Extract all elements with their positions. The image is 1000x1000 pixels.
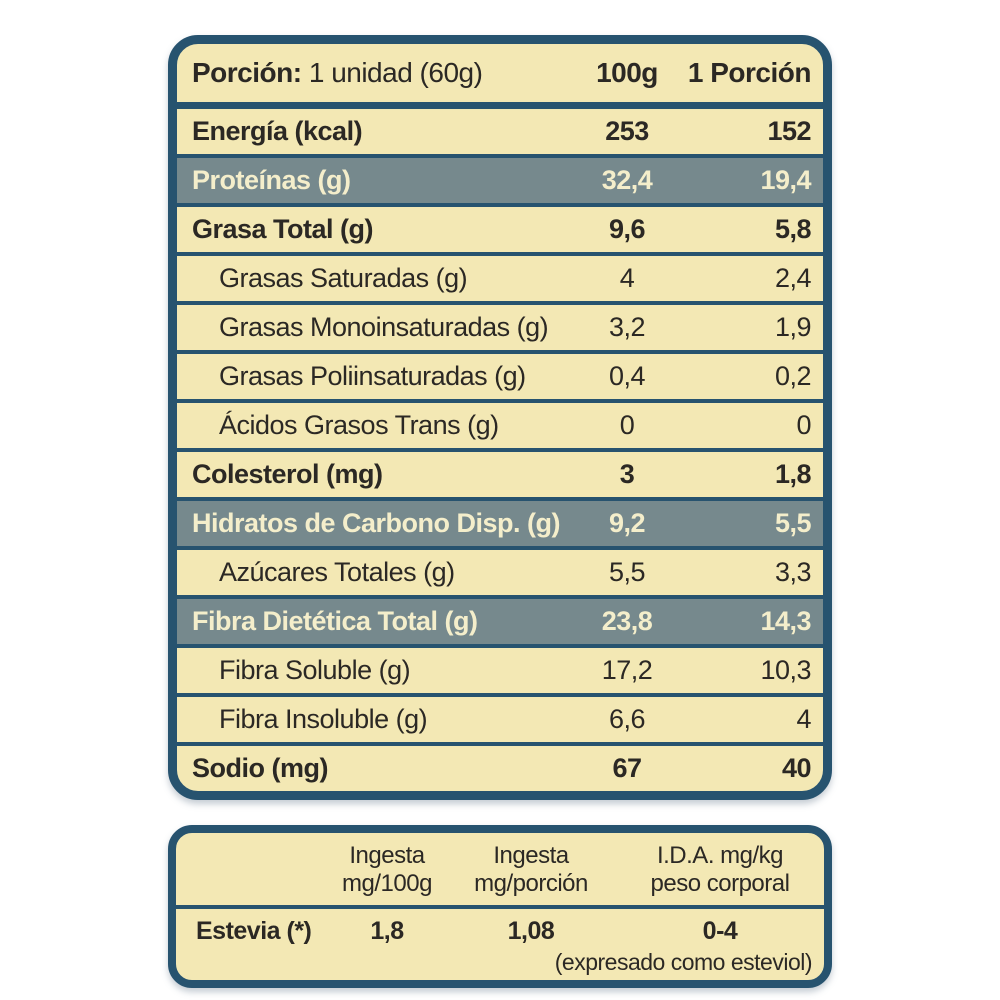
value-per-100g: 23,8 [601, 606, 653, 636]
table-row: Fibra Soluble (g) 17,2 10,3 [177, 644, 823, 693]
portion-header: Porción: 1 unidad (60g) [177, 57, 577, 89]
table-row: Grasas Monoinsaturadas (g) 3,2 1,9 [177, 301, 823, 350]
value-per-portion: 1,9 [774, 312, 812, 342]
table-row: Fibra Insoluble (g) 6,6 4 [177, 693, 823, 742]
nutrient-label: Hidratos de Carbono Disp. (g) [192, 508, 561, 538]
header-ida: I.D.A. mg/kg peso corporal [650, 842, 790, 897]
value-per-100g: 5,5 [608, 557, 646, 587]
value-per-100g: 4 [619, 263, 635, 293]
table-row: Energía (kcal) 253 152 [177, 109, 823, 154]
value-per-portion: 1,8 [774, 459, 812, 489]
value-per-100g: 3,2 [608, 312, 646, 342]
nutrient-label: Fibra Insoluble (g) [219, 704, 428, 734]
portion-label: Porción: [192, 57, 302, 88]
value-per-portion: 19,4 [760, 165, 811, 195]
table-row: Grasa Total (g) 9,6 5,8 [177, 203, 823, 252]
value-per-100g: 0,4 [608, 361, 646, 391]
value-per-100g: 0 [619, 410, 635, 440]
nutrient-label: Energía (kcal) [192, 116, 363, 146]
nutrient-label: Colesterol (mg) [192, 459, 383, 489]
value-per-100g: 32,4 [601, 165, 653, 195]
sweetener-table: Ingesta mg/100g Ingesta mg/porción I.D.A… [168, 825, 832, 988]
value-per-portion: 5,5 [774, 508, 812, 538]
nutrient-label: Grasa Total (g) [192, 214, 374, 244]
value-per-portion: 3,3 [774, 557, 812, 587]
table-row: Proteínas (g) 32,4 19,4 [177, 154, 823, 203]
sweetener-value-porcion: 1,08 [507, 917, 555, 945]
sweetener-data-row: Estevia (*) 1,8 1,08 0-4 (expresado como… [176, 905, 824, 980]
nutrient-label: Sodio (mg) [192, 753, 328, 783]
value-per-portion: 5,8 [774, 214, 812, 244]
value-per-100g: 3 [619, 459, 635, 489]
table-row: Grasas Saturadas (g) 4 2,4 [177, 252, 823, 301]
column-header-100g: 100g [596, 57, 658, 88]
table-row: Ácidos Grasos Trans (g) 0 0 [177, 399, 823, 448]
nutrient-label: Grasas Poliinsaturadas (g) [219, 361, 526, 391]
sweetener-header-row: Ingesta mg/100g Ingesta mg/porción I.D.A… [176, 833, 824, 905]
table-row: Hidratos de Carbono Disp. (g) 9,2 5,5 [177, 497, 823, 546]
nutrient-label: Proteínas (g) [192, 165, 351, 195]
value-per-100g: 67 [612, 753, 642, 783]
value-per-portion: 0,2 [774, 361, 812, 391]
value-per-portion: 40 [781, 753, 812, 783]
sweetener-value-100g: 1,8 [370, 917, 404, 945]
portion-value: 1 unidad (60g) [301, 57, 483, 88]
value-per-portion: 152 [767, 116, 811, 146]
value-per-portion: 4 [796, 704, 811, 734]
table-row: Fibra Dietética Total (g) 23,8 14,3 [177, 595, 823, 644]
esteviol-note: (expresado como esteviol) [554, 949, 813, 975]
sweetener-label: Estevia (*) [196, 917, 312, 945]
table-row: Grasas Poliinsaturadas (g) 0,4 0,2 [177, 350, 823, 399]
value-per-portion: 0 [796, 410, 811, 440]
nutrient-label: Grasas Monoinsaturadas (g) [219, 312, 549, 342]
value-per-100g: 9,6 [608, 214, 646, 244]
value-per-100g: 253 [605, 116, 649, 146]
table-row: Colesterol (mg) 3 1,8 [177, 448, 823, 497]
value-per-100g: 6,6 [608, 704, 646, 734]
value-per-portion: 14,3 [760, 606, 811, 636]
nutrient-rows: Energía (kcal) 253 152 Proteínas (g) 32,… [177, 102, 823, 791]
nutrient-label: Fibra Dietética Total (g) [192, 606, 478, 636]
value-per-portion: 10,3 [760, 655, 811, 685]
nutrient-label: Grasas Saturadas (g) [219, 263, 468, 293]
table-row: Sodio (mg) 67 40 [177, 742, 823, 791]
sweetener-value-ida: 0-4 [702, 917, 738, 945]
value-per-100g: 9,2 [608, 508, 646, 538]
table-row: Azúcares Totales (g) 5,5 3,3 [177, 546, 823, 595]
header-ingesta-100g: Ingesta mg/100g [342, 842, 432, 897]
value-per-100g: 17,2 [601, 655, 653, 685]
table-header-row: Porción: 1 unidad (60g) 100g 1 Porción [177, 44, 823, 102]
header-ingesta-porcion: Ingesta mg/porción [474, 842, 588, 897]
nutrient-label: Azúcares Totales (g) [219, 557, 455, 587]
value-per-portion: 2,4 [774, 263, 812, 293]
column-header-portion: 1 Porción [687, 57, 812, 88]
nutrient-label: Fibra Soluble (g) [219, 655, 411, 685]
nutrition-facts-table: Porción: 1 unidad (60g) 100g 1 Porción E… [168, 35, 832, 800]
nutrient-label: Ácidos Grasos Trans (g) [219, 410, 499, 440]
